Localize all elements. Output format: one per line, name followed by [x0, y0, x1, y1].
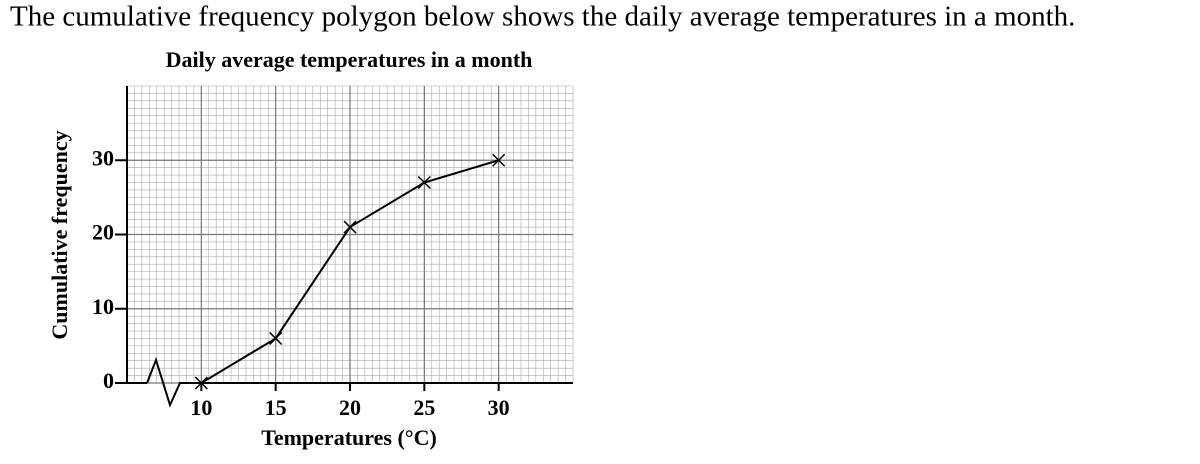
- question: The cumulative frequency polygon below s…: [10, 1, 1075, 33]
- plot: 0 10 20 30 10 15 20 25 30: [92, 86, 573, 420]
- chart-title: Daily average temperatures in a month: [166, 47, 533, 72]
- y-tick-label: 30: [92, 145, 114, 170]
- x-tick-label: 20: [339, 395, 361, 420]
- y-tick-label: 10: [92, 294, 114, 319]
- x-tick-label: 15: [265, 395, 287, 420]
- x-axis-label: Temperatures (°C): [261, 425, 437, 450]
- marker: [269, 331, 283, 345]
- marker: [417, 175, 431, 190]
- marker: [343, 220, 357, 234]
- grid: [126, 85, 574, 384]
- x-tick-label: 25: [413, 395, 435, 420]
- x-tick-label: 30: [488, 395, 510, 420]
- y-axis-label: Cumulative frequency: [47, 130, 72, 339]
- marker: [492, 153, 506, 167]
- x-tick-label: 10: [190, 395, 212, 420]
- y-tick-label: 20: [92, 220, 114, 245]
- y-tick-label: 0: [103, 368, 114, 393]
- marker: [194, 376, 208, 390]
- axis-break: [146, 356, 573, 408]
